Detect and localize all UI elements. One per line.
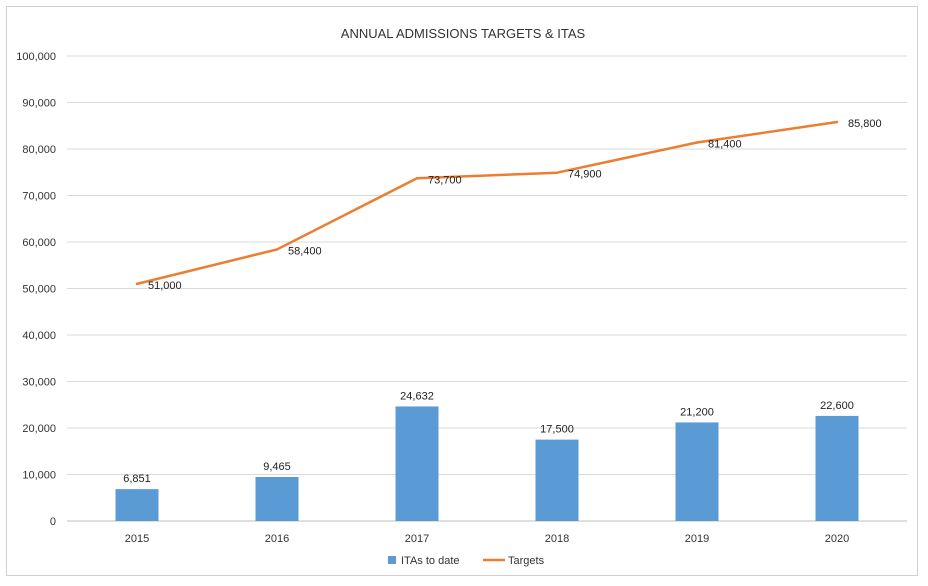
bar-value-label: 21,200 [680,406,714,418]
line-value-label: 73,700 [428,174,462,186]
bar [255,476,299,521]
line-series [135,120,839,286]
bar [395,406,439,521]
x-tick-label: 2020 [825,533,849,545]
x-tick-label: 2017 [405,533,429,545]
y-tick-label: 20,000 [22,423,56,435]
line-point [415,177,419,180]
line-point [275,248,279,251]
x-tick-label: 2019 [685,533,709,545]
x-tick-label: 2016 [265,533,289,545]
y-tick-label: 10,000 [22,470,56,482]
y-axis-tick-labels: 0 10,000 20,000 30,000 40,000 50,000 60,000 70,… [16,51,56,528]
y-tick-label: 90,000 [22,98,56,110]
x-axis-tick-labels: 2015 2016 2017 2018 2019 2020 [125,533,849,545]
bar-series [115,406,859,521]
bar-value-label: 17,500 [540,424,574,436]
bar-value-label: 6,851 [123,473,151,485]
y-tick-label: 60,000 [22,237,56,249]
bar-value-label: 22,600 [820,400,854,412]
y-tick-label: 0 [50,516,56,528]
x-tick-label: 2018 [545,533,569,545]
bar [115,489,159,521]
y-tick-label: 80,000 [22,144,56,156]
x-tick-label: 2015 [125,533,149,545]
bar [815,415,859,521]
line-value-label: 58,400 [288,245,322,257]
legend-label-targets: Targets [508,555,545,567]
bar-value-label: 24,632 [400,390,434,402]
line-point [695,141,699,144]
y-tick-label: 100,000 [16,51,56,63]
y-tick-label: 40,000 [22,330,56,342]
line-point [135,282,139,286]
legend: ITAs to date Targets [388,555,545,567]
y-tick-label: 50,000 [22,284,56,296]
chart-canvas: ANNUAL ADMISSIONS TARGETS & ITAS 0 10,000… [16,26,907,567]
data-labels: 6,851 9,465 24,632 17,500 21,200 22,600 51,000… [123,118,881,485]
y-tick-label: 70,000 [22,191,56,203]
line-point [835,120,839,124]
gridlines [67,55,907,522]
line-value-label: 85,800 [848,118,882,130]
legend-label-itas: ITAs to date [401,555,460,567]
chart-area: ANNUAL ADMISSIONS TARGETS & ITAS 0 10,000… [6,6,918,576]
bar-value-label: 9,465 [263,461,291,473]
chart-title: ANNUAL ADMISSIONS TARGETS & ITAS [341,26,586,41]
line-value-label: 81,400 [708,138,742,150]
line-point [555,171,559,174]
y-tick-label: 30,000 [22,377,56,389]
bar [675,422,719,521]
bar [535,439,579,521]
legend-swatch-itas [388,556,396,564]
line-value-label: 74,900 [568,169,602,181]
line-value-label: 51,000 [148,280,182,292]
targets-line [135,120,839,286]
